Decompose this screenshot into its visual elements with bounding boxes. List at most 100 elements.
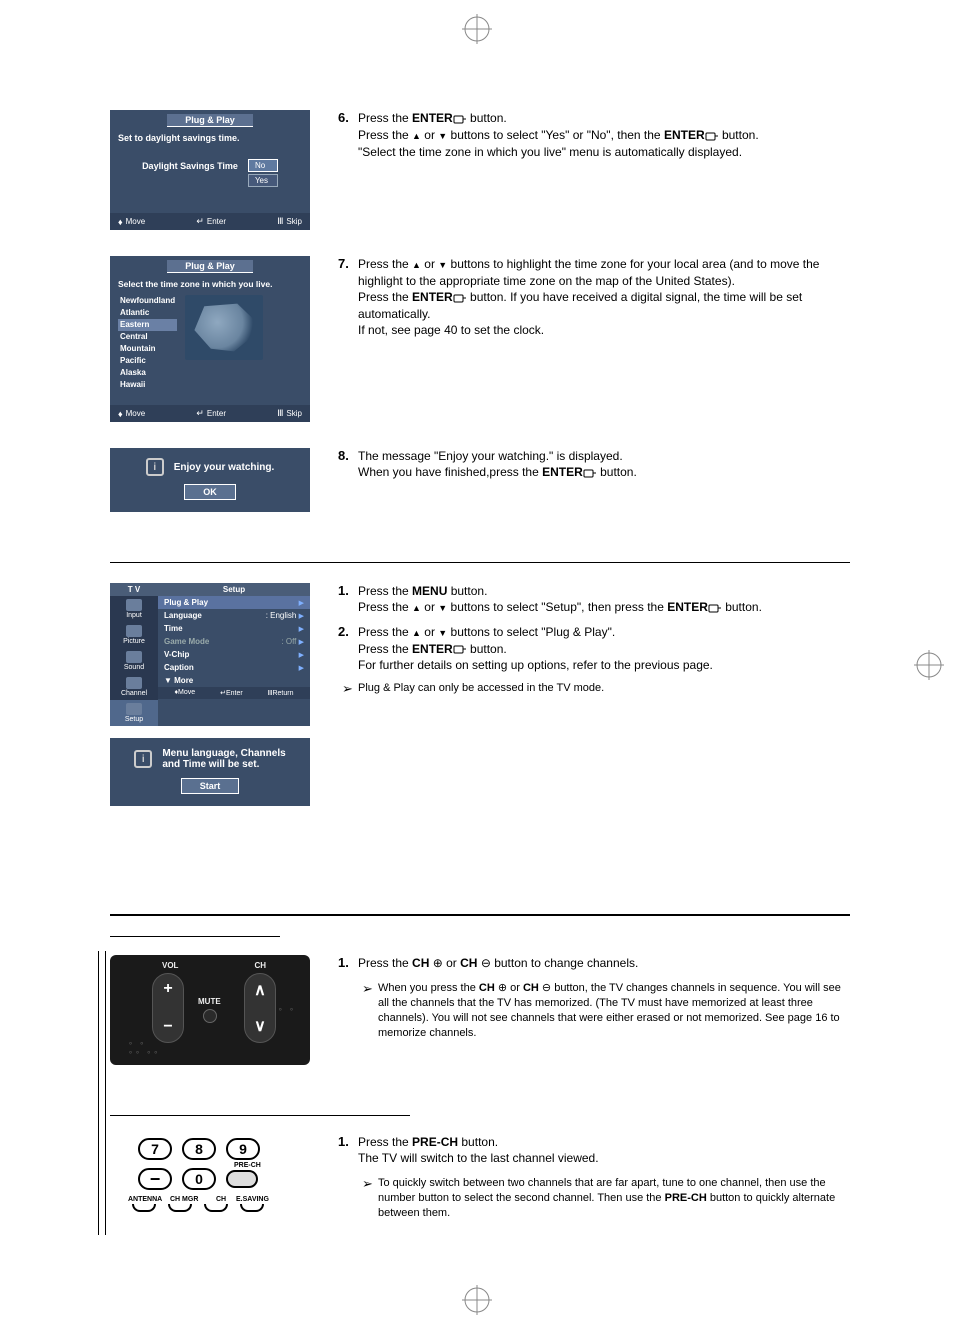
enter-icon (453, 111, 467, 127)
enter-icon: ↵ (196, 216, 204, 227)
osd-enjoy-message: i Enjoy your watching. OK (110, 448, 310, 512)
osd-title: Plug & Play (167, 114, 253, 127)
down-arrow-icon: ▼ (438, 625, 447, 641)
down-arrow-icon: ▼ (438, 600, 447, 616)
button-arc (168, 1204, 192, 1212)
button-arc (240, 1204, 264, 1212)
dst-option-yes[interactable]: Yes (248, 174, 278, 187)
up-arrow-icon: ▲ (412, 600, 421, 616)
num-7-button[interactable]: 7 (138, 1138, 172, 1160)
step-text: Press the MENU button. Press the ▲ or ▼ … (358, 583, 762, 616)
enter-icon (708, 600, 722, 616)
sidebar-item-channel[interactable]: Channel (110, 674, 158, 700)
step-text: Press the PRE-CH button. The TV will swi… (358, 1134, 850, 1221)
menu-row[interactable]: Time▶ (158, 622, 310, 635)
dst-label: Daylight Savings Time (142, 159, 238, 171)
num-0-button[interactable]: 0 (182, 1168, 216, 1190)
button-arc (204, 1204, 228, 1212)
timezone-list[interactable]: Newfoundland Atlantic Eastern Central Mo… (118, 295, 177, 391)
vertical-rules (98, 951, 106, 1235)
sidebar-item-setup[interactable]: Setup (110, 700, 158, 726)
step-text: Press the ▲ or ▼ buttons to select "Plug… (358, 624, 713, 674)
mute-button[interactable] (203, 1009, 217, 1023)
sound-icon (126, 651, 142, 663)
message-line2: and Time will be set. (162, 759, 259, 770)
start-button[interactable]: Start (181, 778, 240, 794)
prech-button[interactable] (226, 1170, 258, 1188)
menu-title: Setup (158, 583, 310, 596)
sidebar-item-sound[interactable]: Sound (110, 648, 158, 674)
skip-icon: Ⅲ (277, 216, 283, 227)
step-text: Press the ▲ or ▼ buttons to highlight th… (358, 256, 850, 338)
step-number: 6. (338, 110, 358, 160)
ch-up-icon: ∧ (254, 980, 266, 1000)
section-divider (110, 914, 850, 916)
num-9-button[interactable]: 9 (226, 1138, 260, 1160)
step-number: 2. (338, 624, 358, 674)
vol-down-icon: − (163, 1018, 172, 1036)
menu-row[interactable]: Plug & Play▶ (158, 596, 310, 609)
dots-icon: ∘ ∘ (278, 1005, 296, 1014)
menu-row[interactable]: ▼ More (158, 674, 310, 687)
enter-icon (453, 290, 467, 306)
section-divider (110, 562, 850, 563)
tv-side-title: T V (110, 583, 158, 596)
move-icon: ♦ (118, 217, 123, 227)
move-icon: ♦ (118, 409, 123, 419)
step-text: Press the CH ⊕ or CH ⊖ button to change … (358, 955, 850, 1041)
osd-footer: ♦Move ↵Enter ⅢSkip (110, 213, 310, 230)
sub-divider (110, 1115, 410, 1116)
esaving-label: E.SAVING (236, 1196, 269, 1203)
vol-label: VOL (162, 961, 178, 970)
up-arrow-icon: ▲ (412, 128, 421, 144)
info-icon: i (134, 750, 152, 768)
vol-up-icon: + (163, 980, 172, 998)
osd-daylight-savings: Plug & Play Set to daylight savings time… (110, 110, 310, 230)
ch-down-icon: ⊖ (542, 982, 551, 994)
chmgr-label: CH MGR (170, 1196, 198, 1203)
osd-prompt: Select the time zone in which you live. (118, 279, 302, 289)
menu-row[interactable]: Caption▶ (158, 661, 310, 674)
skip-icon: Ⅲ (277, 408, 283, 419)
menu-row[interactable]: Game Mode: Off ▶ (158, 635, 310, 648)
down-arrow-icon: ▼ (438, 128, 447, 144)
step-text: The message "Enjoy your watching." is di… (358, 448, 637, 481)
menu-row[interactable]: Language: English ▶ (158, 609, 310, 622)
prech-label: PRE-CH (234, 1162, 261, 1169)
down-arrow-icon: ▼ (438, 257, 447, 273)
note-icon: ➢ (358, 1176, 378, 1221)
enter-icon (453, 641, 467, 657)
menu-footer: ♦Move ↵Enter ⅢReturn (158, 687, 310, 699)
ok-button[interactable]: OK (184, 484, 236, 500)
num-8-button[interactable]: 8 (182, 1138, 216, 1160)
setup-icon (126, 703, 142, 715)
mute-label: MUTE (198, 997, 221, 1006)
dash-button[interactable]: − (138, 1168, 172, 1190)
vol-rocker[interactable]: + − (152, 973, 184, 1043)
step-number: 1. (338, 955, 358, 1041)
note-icon: ➢ (338, 681, 358, 696)
timezone-map (185, 295, 263, 360)
step-number: 7. (338, 256, 358, 338)
dst-option-no[interactable]: No (248, 159, 278, 172)
ch-up-icon: ⊕ (433, 956, 443, 970)
ch-rocker[interactable]: ∧ ∨ (244, 973, 276, 1043)
enter-icon: ↵ (196, 408, 204, 419)
step-number: 1. (338, 583, 358, 616)
message-line1: Menu language, Channels (162, 748, 285, 759)
step-number: 8. (338, 448, 358, 481)
picture-icon (126, 625, 142, 637)
note: ➢ Plug & Play can only be accessed in th… (338, 681, 850, 696)
dots-icon: ∘ ∘∘∘ ∘∘ (128, 1039, 160, 1057)
crop-mark-bottom (462, 1285, 492, 1315)
osd-start-message: i Menu language, Channels and Time will … (110, 738, 310, 806)
crop-mark-top (462, 14, 492, 44)
tv-setup-menu: T V Input Picture Sound Channel Setup Se… (110, 583, 310, 726)
menu-row[interactable]: V-Chip▶ (158, 648, 310, 661)
ch-down-icon: ⊖ (481, 956, 491, 970)
antenna-label: ANTENNA (128, 1196, 162, 1203)
osd-footer: ♦Move ↵Enter ⅢSkip (110, 405, 310, 422)
sidebar-item-picture[interactable]: Picture (110, 622, 158, 648)
input-icon (126, 599, 142, 611)
sidebar-item-input[interactable]: Input (110, 596, 158, 622)
